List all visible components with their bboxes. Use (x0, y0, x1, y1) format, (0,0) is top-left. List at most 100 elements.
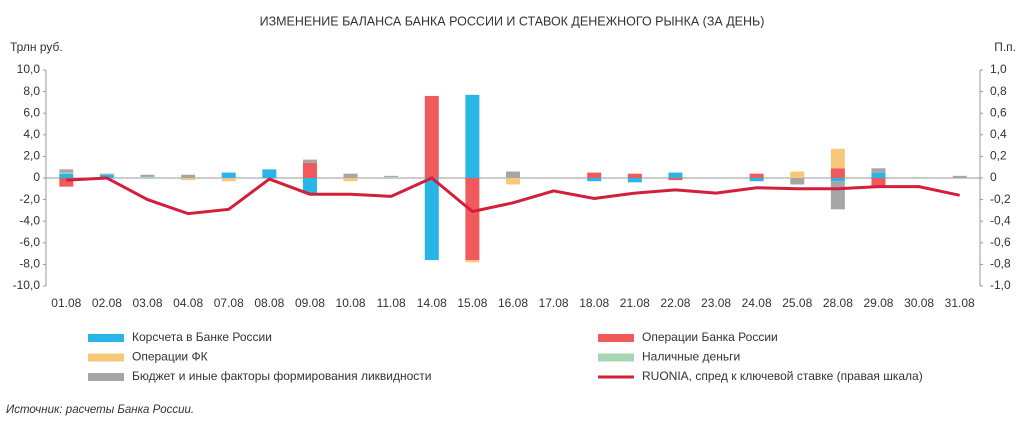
y-tick-label: -2,0 (19, 192, 40, 206)
y-tick-label: -6,0 (19, 235, 40, 249)
bar (302, 178, 317, 194)
x-tick-label: 07.08 (214, 296, 244, 310)
bar (871, 178, 886, 186)
bar (302, 159, 317, 163)
bar (59, 173, 74, 178)
y-tick-label: 4,0 (23, 127, 40, 141)
x-tick-label: 18.08 (579, 296, 609, 310)
y-tick-label: 0 (33, 170, 40, 184)
y-tick-label: 8,0 (23, 84, 40, 98)
bar (99, 174, 114, 178)
legend-label: RUONIA, спред к ключевой ставке (правая … (642, 369, 923, 383)
bar (506, 171, 520, 178)
bar (99, 173, 114, 175)
y-tick-label: -4,0 (19, 213, 40, 227)
legend-label: Операции ФК (132, 350, 208, 364)
x-tick-label: 31.08 (945, 296, 975, 310)
y-tick-label: 10,0 (17, 62, 41, 76)
y2-tick-label: 1,0 (990, 62, 1007, 76)
bar (587, 172, 602, 178)
legend-swatch (88, 353, 124, 362)
x-tick-label: 25.08 (782, 296, 812, 310)
x-tick-label: 11.08 (377, 296, 406, 310)
bar (871, 168, 886, 173)
bar (384, 176, 399, 178)
source-note: Источник: расчеты Банка России. (6, 404, 194, 416)
x-tick-label: 15.08 (457, 296, 487, 310)
bar (465, 260, 480, 263)
x-tick-label: 04.08 (173, 296, 203, 310)
legend-swatch (88, 334, 124, 342)
y2-tick-label: -0,8 (990, 257, 1011, 271)
y-tick-label: 6,0 (23, 105, 40, 119)
y2-tick-label: 0,8 (990, 84, 1007, 98)
bar (424, 178, 439, 261)
bar (59, 169, 74, 173)
y2-tick-label: -0,2 (990, 192, 1011, 206)
y2-tick-label: 0 (990, 170, 997, 184)
bar (912, 176, 927, 178)
bar (221, 172, 236, 178)
bar (140, 176, 155, 178)
bar (384, 175, 399, 177)
y2-tick-label: 0,2 (990, 149, 1007, 163)
y-axis-label: Трлн руб. (10, 40, 63, 54)
x-tick-label: 02.08 (92, 296, 122, 310)
bar (668, 178, 683, 181)
bar (790, 178, 805, 185)
bar (140, 174, 155, 177)
x-tick-label: 16.08 (498, 296, 528, 310)
bar (587, 178, 602, 182)
bar (465, 94, 480, 178)
x-tick-label: 03.08 (133, 296, 163, 310)
bar (506, 178, 520, 185)
x-tick-label: 17.08 (539, 296, 569, 310)
bar (59, 178, 74, 187)
x-tick-label: 24.08 (742, 296, 772, 310)
legend-label: Операции Банка России (642, 330, 778, 344)
bar (424, 95, 439, 178)
y2-tick-label: 0,4 (990, 127, 1007, 141)
line-series (66, 176, 961, 216)
x-tick-label: 14.08 (417, 296, 447, 310)
y2-tick-label: 0,6 (990, 105, 1007, 119)
x-tick-label: 22.08 (660, 296, 690, 310)
y-tick-label: 2,0 (23, 149, 40, 163)
bar (302, 162, 317, 178)
x-tick-label: 29.08 (863, 296, 893, 310)
legend-label: Корсчета в Банке России (132, 330, 272, 344)
bar (749, 178, 764, 182)
x-tick-label: 28.08 (823, 296, 853, 310)
bar (262, 169, 277, 178)
bar (830, 168, 845, 178)
bar (221, 178, 236, 182)
x-tick-label: 09.08 (295, 296, 325, 310)
legend-swatch (598, 353, 634, 362)
bar (952, 175, 967, 178)
y2-tick-label: -1,0 (990, 278, 1011, 292)
bar (830, 148, 845, 169)
x-tick-label: 08.08 (254, 296, 284, 310)
x-tick-label: 23.08 (701, 296, 731, 310)
y2-axis-label: П.п. (994, 40, 1016, 54)
bar (343, 173, 358, 178)
bar (627, 178, 642, 183)
y2-tick-label: -0,4 (990, 213, 1011, 227)
y2-tick-label: -0,6 (990, 235, 1011, 249)
legend-swatch (88, 373, 124, 381)
chart-title: ИЗМЕНЕНИЕ БАЛАНСА БАНКА РОССИИ И СТАВОК … (260, 14, 765, 28)
x-tick-label: 21.08 (620, 296, 650, 310)
bar (790, 171, 805, 178)
bar (181, 178, 196, 181)
bar (181, 174, 196, 178)
x-tick-label: 10.08 (336, 296, 366, 310)
bar (343, 178, 358, 182)
legend-label: Наличные деньги (642, 350, 740, 364)
bar (871, 172, 886, 178)
legend-swatch (598, 334, 634, 342)
bar (830, 181, 845, 210)
bar (627, 173, 642, 178)
x-tick-label: 01.08 (51, 296, 81, 310)
bar (465, 178, 480, 261)
